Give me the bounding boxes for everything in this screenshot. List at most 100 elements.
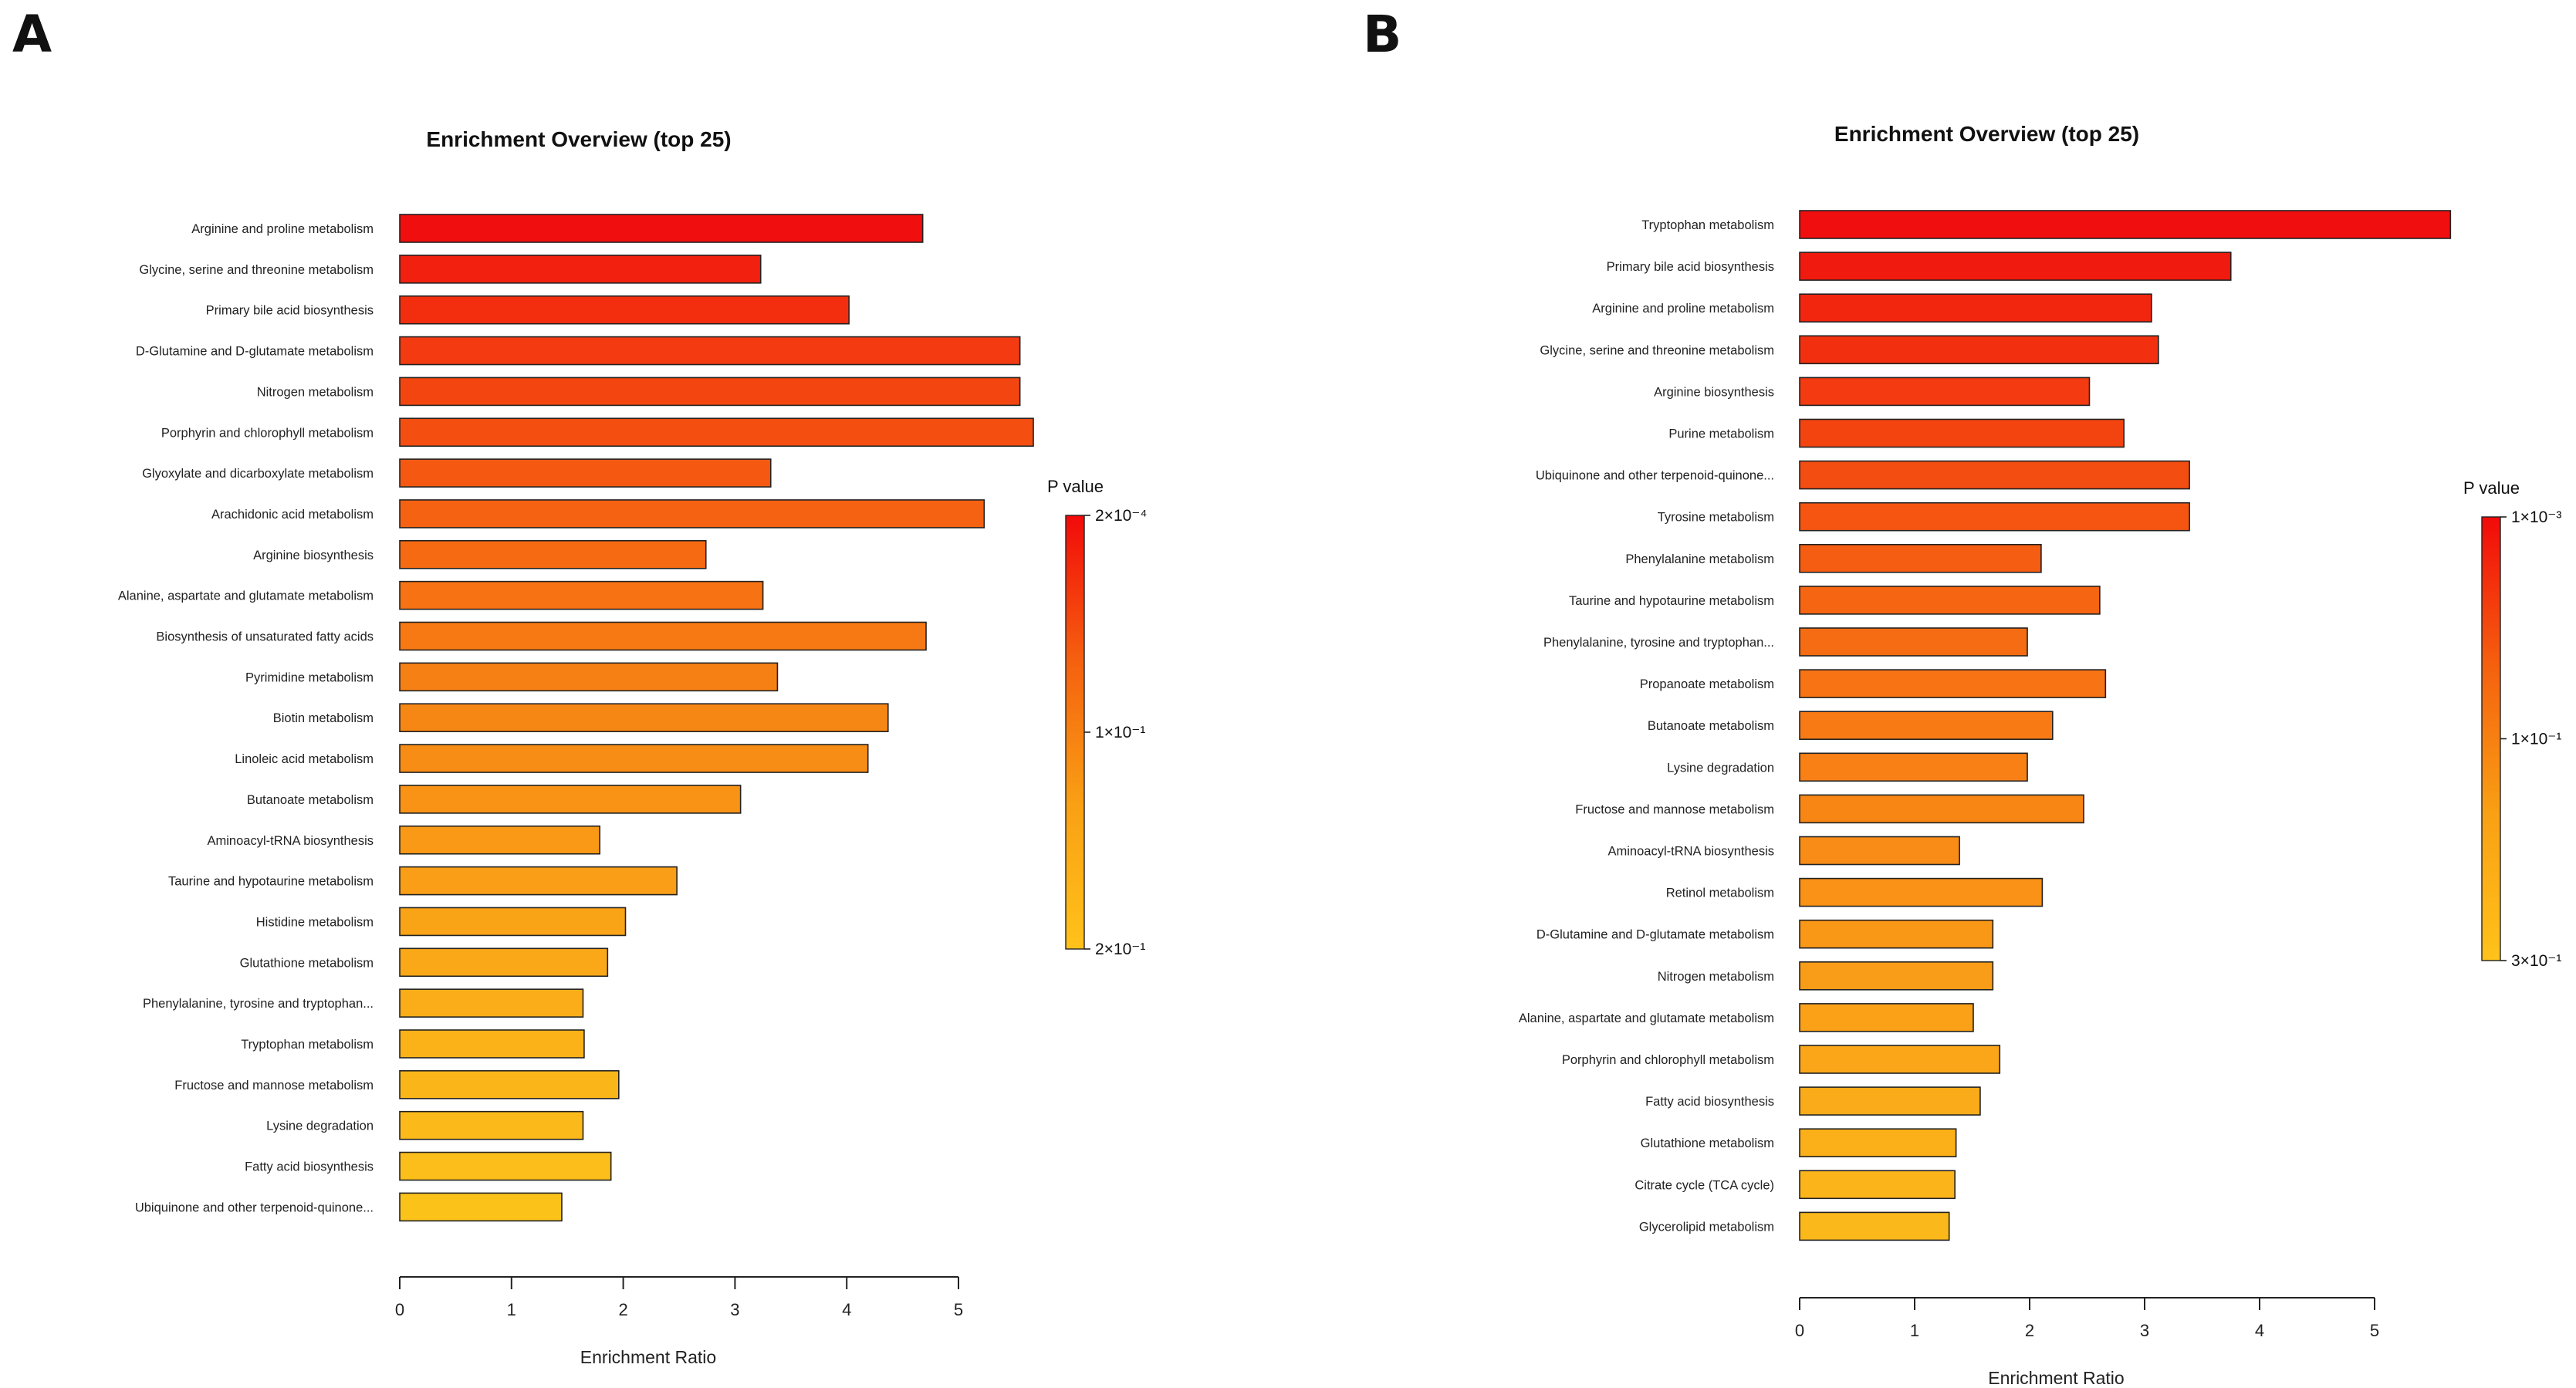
legend-label: 1×10⁻¹ — [2511, 731, 2561, 748]
bar — [1799, 877, 2044, 907]
category-label: Fructose and mannose metabolism — [174, 1079, 374, 1093]
bar — [1799, 1170, 1956, 1200]
bar — [1799, 586, 2101, 615]
category-label: Tryptophan metabolism — [241, 1038, 374, 1052]
category-label: Citrate cycle (TCA cycle) — [1635, 1178, 1774, 1192]
category-label: Lysine degradation — [266, 1120, 374, 1133]
bar — [399, 744, 869, 773]
category-label: Ubiquinone and other terpenoid-quinone..… — [135, 1201, 374, 1214]
bar — [1799, 543, 2042, 573]
bar — [399, 580, 764, 610]
bar — [1799, 627, 2028, 657]
bar — [1799, 252, 2232, 281]
chart-title: Enrichment Overview (top 25) — [426, 127, 731, 151]
category-label: Histidine metabolism — [256, 915, 374, 929]
category-label: Arginine biosynthesis — [1654, 385, 1774, 399]
x-tick-label: 4 — [2255, 1321, 2264, 1340]
bar — [1799, 711, 2054, 741]
legend-title: P value — [1047, 477, 1104, 496]
category-label: Glutathione metabolism — [1641, 1136, 1774, 1150]
bar — [1799, 1211, 1950, 1241]
bar — [399, 214, 924, 243]
bar — [399, 1192, 563, 1222]
bar — [399, 1070, 620, 1099]
bar — [399, 1029, 585, 1059]
bar — [399, 662, 779, 692]
bar — [1799, 377, 2091, 407]
bar — [1799, 752, 2028, 782]
category-label: Glycine, serine and threonine metabolism — [1540, 343, 1774, 357]
bar — [399, 907, 627, 937]
category-label: Alanine, aspartate and glutamate metabol… — [1519, 1011, 1774, 1025]
category-label: Fructose and mannose metabolism — [1575, 802, 1774, 816]
category-label: Ubiquinone and other terpenoid-quinone..… — [1536, 469, 1774, 483]
x-tick-label: 2 — [618, 1300, 627, 1319]
legend-colorbar — [1065, 515, 1085, 950]
bar — [399, 825, 600, 855]
legend-label: 3×10⁻¹ — [2511, 952, 2561, 970]
category-label: Fatty acid biosynthesis — [245, 1160, 374, 1174]
x-tick-label: 5 — [2370, 1321, 2379, 1340]
bar — [399, 499, 985, 529]
category-label: Glyoxylate and dicarboxylate metabolism — [142, 467, 374, 481]
category-label: Phenylalanine, tyrosine and tryptophan..… — [1543, 636, 1774, 650]
bar — [399, 621, 927, 651]
chart-title: Enrichment Overview (top 25) — [1834, 122, 2139, 146]
category-label: Tyrosine metabolism — [1658, 511, 1774, 525]
category-label: Linoleic acid metabolism — [235, 752, 374, 766]
category-label: Alanine, aspartate and glutamate metabol… — [118, 589, 374, 603]
category-label: Taurine and hypotaurine metabolism — [168, 875, 374, 889]
bar — [399, 336, 1021, 366]
bar — [399, 377, 1021, 407]
panel-letter-b: B — [1363, 5, 1402, 64]
panel-a: Enrichment Overview (top 25) Arginine and… — [0, 0, 1288, 1384]
category-label: D-Glutamine and D-glutamate metabolism — [136, 345, 374, 359]
bar — [399, 1110, 584, 1140]
category-label: Arachidonic acid metabolism — [211, 508, 374, 522]
bar — [399, 458, 772, 488]
category-label: Lysine degradation — [1667, 761, 1774, 775]
bar — [1799, 794, 2084, 824]
bar — [399, 866, 678, 896]
category-label: Biotin metabolism — [273, 711, 374, 725]
category-label: Tryptophan metabolism — [1641, 218, 1774, 232]
category-label: Primary bile acid biosynthesis — [206, 304, 374, 318]
category-label: Aminoacyl-tRNA biosynthesis — [208, 834, 374, 848]
bar — [1799, 460, 2190, 490]
bar — [399, 255, 762, 284]
bar — [1799, 502, 2190, 532]
category-label: Butanoate metabolism — [247, 793, 374, 807]
category-label: Porphyrin and chlorophyll metabolism — [1562, 1053, 1774, 1067]
x-tick-label: 0 — [1795, 1321, 1804, 1340]
bar — [399, 785, 742, 814]
category-label: Purine metabolism — [1668, 427, 1774, 441]
category-label: Butanoate metabolism — [1648, 719, 1774, 733]
category-label: Arginine and proline metabolism — [1592, 302, 1774, 316]
enrichment-chart-b: Enrichment Overview (top 25) Tryptophan m… — [1519, 122, 2562, 1388]
bar — [399, 703, 889, 733]
bar — [1799, 919, 1994, 949]
category-label: Phenylalanine metabolism — [1625, 552, 1774, 566]
bar — [1799, 836, 1960, 866]
category-label: Primary bile acid biosynthesis — [1607, 260, 1774, 274]
enrichment-chart-a: Enrichment Overview (top 25) Arginine and… — [118, 127, 1148, 1367]
category-label: Biosynthesis of unsaturated fatty acids — [156, 630, 374, 644]
legend-label: 1×10⁻³ — [2511, 508, 2561, 526]
bar — [1799, 1128, 1957, 1157]
category-label: Porphyrin and chlorophyll metabolism — [161, 426, 374, 440]
category-label: Aminoacyl-tRNA biosynthesis — [1608, 845, 1775, 859]
category-label: Pyrimidine metabolism — [245, 670, 374, 684]
category-label: Propanoate metabolism — [1640, 677, 1774, 691]
category-label: Nitrogen metabolism — [257, 385, 374, 399]
category-label: Glycerolipid metabolism — [1639, 1220, 1774, 1234]
category-label: Fatty acid biosynthesis — [1645, 1095, 1774, 1109]
legend-label: 2×10⁻⁴ — [1095, 507, 1147, 525]
bar — [1799, 1086, 1981, 1116]
bar — [399, 417, 1034, 447]
panel-letter-a: A — [12, 5, 52, 64]
category-label: Nitrogen metabolism — [1658, 970, 1774, 984]
category-label: Arginine biosynthesis — [253, 549, 374, 562]
bar — [1799, 418, 2125, 448]
category-label: Glycine, serine and threonine metabolism — [139, 263, 374, 277]
category-label: Taurine and hypotaurine metabolism — [1569, 594, 1774, 608]
